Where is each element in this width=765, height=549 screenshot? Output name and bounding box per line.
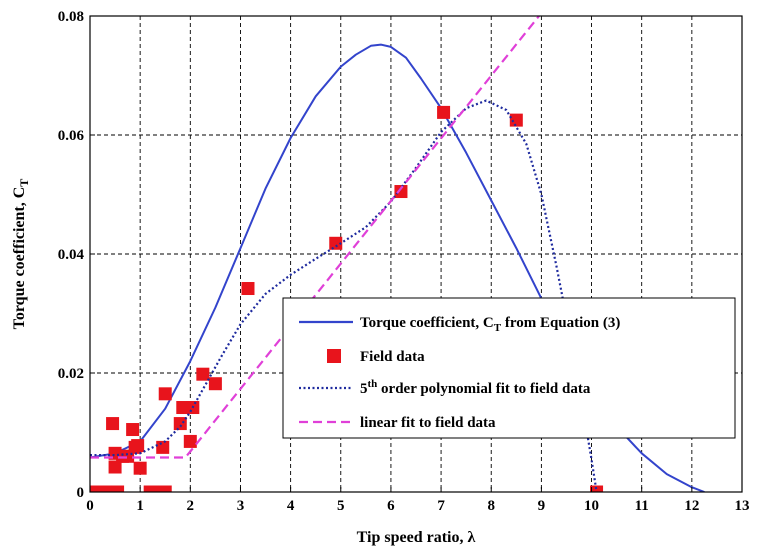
y-tick-label: 0.08 <box>58 9 84 25</box>
field-data-point <box>208 377 222 391</box>
field-data-point <box>158 485 172 492</box>
field-data-point <box>133 461 147 475</box>
x-tick-label: 7 <box>437 498 445 514</box>
series-layer <box>90 16 705 492</box>
field-data-point <box>183 434 197 448</box>
field-data-point <box>176 401 190 415</box>
legend-box <box>282 297 736 439</box>
legend-entry-label: Torque coefficient, CT from Equation (3) <box>360 315 620 334</box>
field-data-point <box>108 460 122 474</box>
x-tick-label: 2 <box>187 498 195 514</box>
field-data-point <box>156 440 170 454</box>
field-data-point <box>329 236 343 250</box>
field-data-point <box>437 105 451 119</box>
x-tick-label: 4 <box>287 498 295 514</box>
x-tick-label: 10 <box>584 498 599 514</box>
x-tick-label: 5 <box>337 498 345 514</box>
field-data-point <box>241 282 255 296</box>
y-axis-label: Torque coefficient, CT <box>11 179 31 330</box>
series-line-2 <box>90 99 598 492</box>
x-tick-label: 13 <box>735 498 750 514</box>
legend-entry-label: 5th order polynomial fit to field data <box>360 378 591 397</box>
y-tick-label: 0.04 <box>58 247 85 263</box>
legend-marker <box>327 349 341 363</box>
y-tick-label: 0.06 <box>58 128 85 144</box>
legend: Torque coefficient, CT from Equation (3)… <box>282 297 736 439</box>
field-data-point <box>103 485 117 492</box>
x-tick-label: 9 <box>538 498 546 514</box>
field-data-point <box>173 417 187 431</box>
x-axis-label: Tip speed ratio, λ <box>357 529 476 546</box>
x-tick-label: 6 <box>387 498 395 514</box>
field-data-point <box>158 387 172 401</box>
x-tick-label: 12 <box>684 498 699 514</box>
y-tick-label: 0 <box>77 485 85 501</box>
field-data-point <box>126 423 140 437</box>
y-tick-label: 0.02 <box>58 366 84 382</box>
x-tick-label: 3 <box>237 498 245 514</box>
series-line-3 <box>90 16 541 459</box>
x-tick-label: 11 <box>635 498 649 514</box>
x-tick-label: 1 <box>136 498 144 514</box>
x-tick-label: 0 <box>86 498 94 514</box>
field-data-point <box>106 417 120 431</box>
field-data-point <box>509 113 523 127</box>
field-data-point <box>394 185 408 199</box>
field-data-point <box>111 485 125 492</box>
field-data-point <box>131 439 145 453</box>
field-data-point <box>196 367 210 381</box>
legend-entry-label: Field data <box>360 349 425 365</box>
x-tick-label: 8 <box>487 498 495 514</box>
legend-entry-label: linear fit to field data <box>360 415 496 431</box>
